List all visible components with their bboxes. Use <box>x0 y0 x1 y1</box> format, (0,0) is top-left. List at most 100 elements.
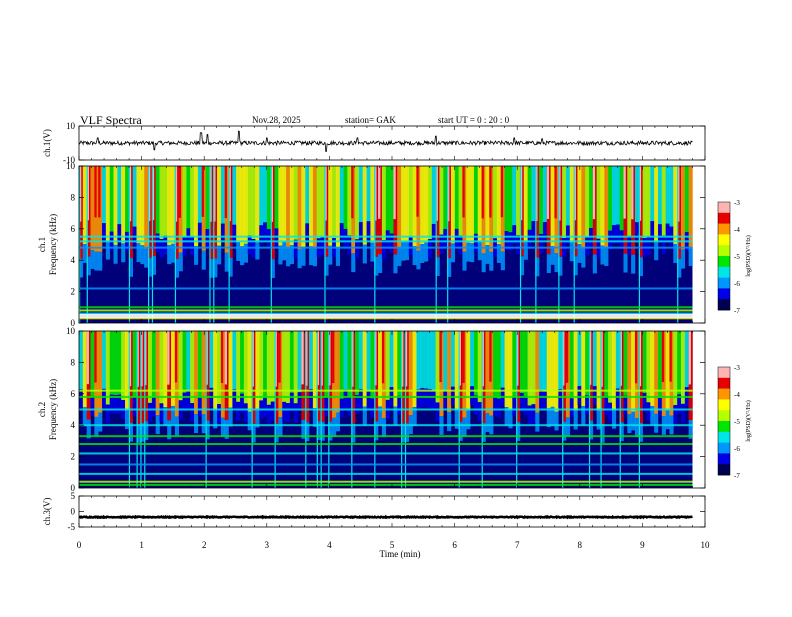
spectrogram-cell <box>684 166 689 233</box>
spectrogram-cell <box>324 397 329 417</box>
spectrogram-cell <box>286 247 291 267</box>
spectrogram-cell <box>443 229 448 249</box>
colorbar-cell <box>718 458 730 462</box>
spectrogram-cell <box>669 331 672 382</box>
spectrogram-cell <box>366 331 371 392</box>
spectrogram-cell <box>343 331 348 390</box>
spectrogram-cell <box>224 166 228 219</box>
spectrogram-streak <box>79 166 81 323</box>
spectrogram-cell <box>470 166 475 244</box>
spectrogram-cell <box>332 331 335 384</box>
spectrogram-cell <box>427 166 433 240</box>
colorbar-cell <box>718 450 730 454</box>
spectrogram-cell <box>519 256 525 276</box>
spectrogram-cell <box>278 417 283 436</box>
spectrogram-cell <box>450 243 456 263</box>
spectrogram-streak <box>435 166 437 323</box>
spectrogram-cell <box>650 166 655 222</box>
spectrogram-cell <box>201 331 206 415</box>
spectrogram-cell <box>431 166 436 224</box>
colorbar-cell <box>718 204 730 208</box>
spectrogram-cell <box>320 237 325 256</box>
spectrogram-cell <box>132 397 137 417</box>
spectrogram-cell <box>654 166 659 242</box>
spectrogram-cell <box>309 389 314 408</box>
spectrogram-cell <box>335 412 341 432</box>
start-time-label: start UT = 0 : 20 : 0 <box>438 115 510 125</box>
spectrogram-cell <box>270 331 275 402</box>
spectrogram-cell <box>466 242 471 262</box>
spectrogram-cell <box>673 405 678 424</box>
spectrogram-cell <box>489 251 494 271</box>
spectrogram-cell <box>542 331 548 392</box>
spectrogram-cell <box>194 245 199 265</box>
spectrogram-cell <box>362 331 367 407</box>
colorbar-cell <box>718 407 730 411</box>
spectrogram-cell <box>155 331 160 416</box>
frequency-band <box>79 452 693 455</box>
spectrogram-cell <box>393 166 396 220</box>
spectrogram-cell <box>174 331 178 383</box>
spectrogram-cell <box>550 166 555 246</box>
spectrogram-cell <box>550 245 555 265</box>
spectrogram-cell <box>454 166 459 229</box>
spectrogram-cell <box>243 403 249 423</box>
colorbar-cell <box>718 264 730 268</box>
spectrogram-cell <box>167 166 172 246</box>
spectrogram-cell <box>243 243 249 263</box>
spectrogram-cell <box>424 166 429 243</box>
colorbar-cell <box>718 394 730 398</box>
spectrogram-cell <box>102 388 107 408</box>
spectrogram-cell <box>282 241 287 261</box>
spectrogram-cell <box>416 389 421 409</box>
spectrogram-cell <box>661 331 665 383</box>
spectrogram-cell <box>79 389 84 409</box>
spectrogram-cell <box>301 331 304 385</box>
spectrogram-cell <box>661 235 666 255</box>
frequency-band <box>79 483 693 486</box>
spectrogram-cell <box>151 256 156 275</box>
spectrogram-cell <box>197 397 202 417</box>
x-tick-label: 10 <box>701 540 711 550</box>
spectrogram-cell <box>94 416 99 436</box>
spectrogram-cell <box>496 244 502 263</box>
spectrogram-cell <box>151 331 156 398</box>
spectrogram-cell <box>470 243 475 263</box>
spectrogram-cell <box>174 258 179 278</box>
spectrogram-cell <box>470 331 475 387</box>
spectrogram-cell <box>347 396 352 416</box>
spectrogram-cell <box>546 166 550 219</box>
spectrogram-cell <box>512 331 517 398</box>
spectrogram-cell <box>366 166 371 222</box>
spectrogram-cell <box>297 166 302 250</box>
spectrogram-cell <box>109 166 114 232</box>
y-tick-label: 0 <box>71 483 76 493</box>
spectrogram-cell <box>596 410 601 430</box>
spectrogram-cell <box>496 331 502 399</box>
colorbar-cell <box>718 421 730 425</box>
spectrogram-cell <box>554 166 557 219</box>
spectrogram-cell <box>167 331 170 385</box>
spectrogram-cell <box>163 166 168 236</box>
spectrogram-cell <box>320 421 325 441</box>
colorbar-cell <box>718 215 730 219</box>
spectrogram-cell <box>458 235 463 255</box>
spectrogram-cell <box>289 245 295 265</box>
spectrogram-cell <box>144 421 149 441</box>
spectrogram-cell <box>167 420 172 440</box>
colorbar-cell <box>718 277 730 281</box>
spectrogram-cell <box>673 331 678 406</box>
spectrogram-cell <box>447 331 452 413</box>
colorbar-cell <box>718 296 730 300</box>
colorbar-cell <box>718 404 730 408</box>
spectrogram-cell <box>190 166 195 237</box>
x-tick-label: 4 <box>327 540 332 550</box>
spectrogram-cell <box>677 394 682 414</box>
spectrogram-cell <box>378 406 383 426</box>
spectrogram-cell <box>182 331 187 393</box>
spectrogram-cell <box>608 230 613 250</box>
spectrogram-cell <box>297 331 302 393</box>
spectrogram-streak <box>209 166 211 323</box>
spectrogram-cell <box>324 256 329 276</box>
